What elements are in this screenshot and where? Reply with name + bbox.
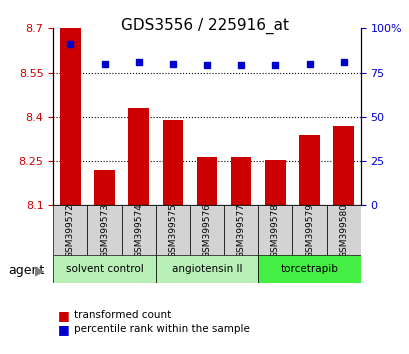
Text: GSM399573: GSM399573 [100, 202, 109, 258]
Text: GSM399576: GSM399576 [202, 202, 211, 258]
Bar [333, 126, 353, 205]
Text: GSM399578: GSM399578 [270, 202, 279, 258]
Text: GDS3556 / 225916_at: GDS3556 / 225916_at [121, 18, 288, 34]
Text: transformed count: transformed count [74, 310, 171, 320]
FancyBboxPatch shape [53, 205, 87, 255]
Text: GSM399580: GSM399580 [338, 202, 347, 258]
Bar [94, 170, 115, 205]
FancyBboxPatch shape [292, 205, 326, 255]
Text: ▶: ▶ [35, 264, 44, 277]
Text: GSM399577: GSM399577 [236, 202, 245, 258]
Bar [265, 160, 285, 205]
Text: GSM399574: GSM399574 [134, 202, 143, 258]
Bar [230, 156, 251, 205]
Text: agent: agent [8, 264, 44, 277]
Text: angiotensin II: angiotensin II [171, 264, 242, 274]
FancyBboxPatch shape [224, 205, 258, 255]
FancyBboxPatch shape [326, 205, 360, 255]
Bar [60, 28, 81, 205]
Text: ■: ■ [57, 323, 69, 336]
FancyBboxPatch shape [121, 205, 155, 255]
Bar [299, 135, 319, 205]
FancyBboxPatch shape [155, 255, 258, 283]
Text: GSM399572: GSM399572 [66, 202, 75, 258]
Text: solvent control: solvent control [65, 264, 143, 274]
Text: percentile rank within the sample: percentile rank within the sample [74, 324, 249, 334]
Text: ■: ■ [57, 309, 69, 321]
FancyBboxPatch shape [258, 205, 292, 255]
Text: GSM399579: GSM399579 [304, 202, 313, 258]
Text: torcetrapib: torcetrapib [280, 264, 338, 274]
FancyBboxPatch shape [53, 255, 155, 283]
Bar [196, 156, 217, 205]
Text: GSM399575: GSM399575 [168, 202, 177, 258]
FancyBboxPatch shape [258, 255, 360, 283]
FancyBboxPatch shape [87, 205, 121, 255]
Bar [162, 120, 183, 205]
FancyBboxPatch shape [189, 205, 224, 255]
Bar [128, 108, 148, 205]
FancyBboxPatch shape [155, 205, 189, 255]
